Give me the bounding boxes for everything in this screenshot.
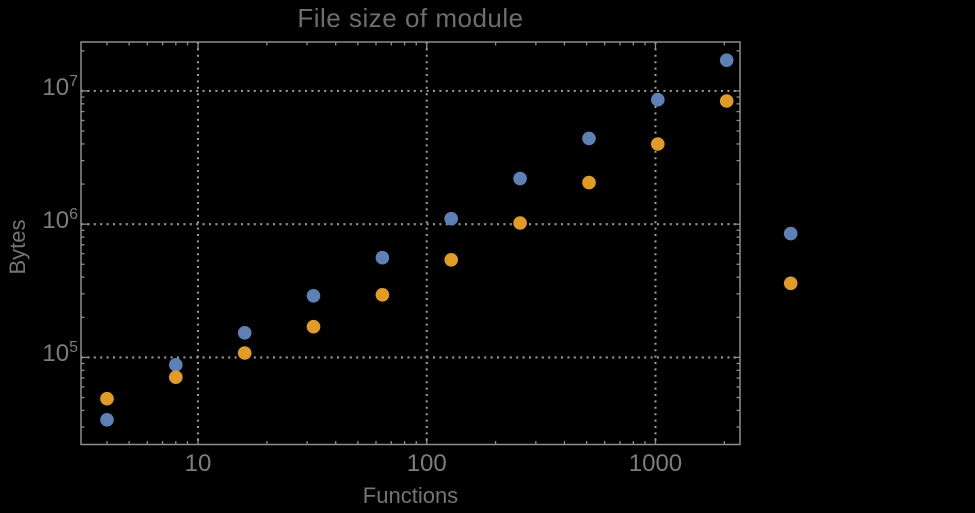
x-axis-label: Functions (362, 483, 459, 508)
data-point-series-1-blue (169, 358, 183, 372)
data-point-series-1-blue (719, 53, 734, 67)
x-tick-label: 100 (406, 450, 447, 477)
data-points (100, 53, 798, 427)
y-tick-label: 105 (42, 339, 78, 368)
data-point-series-1-blue (237, 326, 252, 340)
gridlines (81, 42, 740, 445)
data-point-series-1-blue (306, 289, 321, 303)
frame-rect (80, 41, 741, 446)
data-point-series-2-orange (237, 346, 252, 360)
data-point-series-1-blue (375, 250, 390, 265)
data-point-series-2-orange (169, 370, 183, 385)
chart-title: File size of module (297, 3, 524, 33)
data-point-series-1-blue (582, 131, 596, 146)
data-point-series-2-orange (651, 137, 665, 151)
data-point-series-1-blue (651, 92, 665, 107)
data-point-series-2-orange (513, 216, 527, 230)
data-point-series-2-orange (582, 175, 596, 190)
y-axis-label: Bytes (5, 219, 30, 275)
axis-ticks (81, 42, 740, 445)
data-point-series-2-orange (100, 391, 114, 406)
x-tick-label: 1000 (628, 450, 683, 477)
data-point-series-2-orange (719, 94, 734, 108)
data-point-series-1-blue (783, 226, 798, 241)
y-tick-label: 106 (42, 206, 78, 235)
data-point-series-1-blue (444, 211, 459, 226)
y-tick-label: 107 (42, 72, 78, 101)
data-point-series-2-orange (783, 276, 798, 291)
data-point-series-2-orange (444, 252, 459, 267)
data-point-series-2-orange (375, 288, 390, 302)
x-tick-label: 10 (184, 450, 212, 477)
plot-frame (80, 41, 741, 446)
data-point-series-1-blue (513, 171, 527, 186)
data-point-series-1-blue (100, 413, 114, 427)
data-point-series-2-orange (306, 319, 321, 334)
